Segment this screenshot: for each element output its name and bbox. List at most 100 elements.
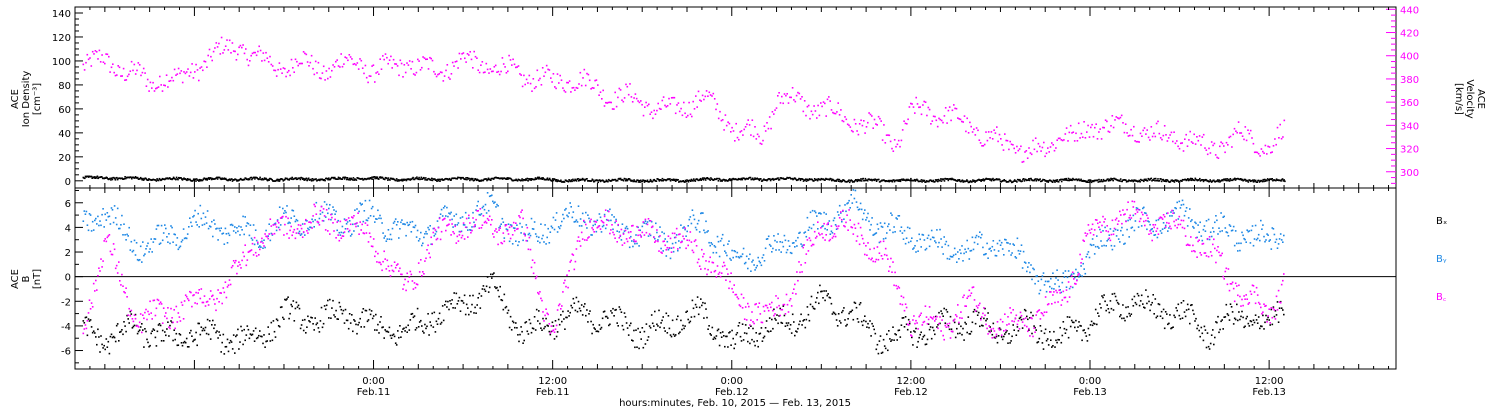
bx-point	[674, 334, 677, 336]
velocity-point	[352, 63, 355, 66]
bx-point	[166, 328, 168, 330]
by-point	[801, 245, 803, 248]
density-point	[1149, 179, 1151, 181]
bz-point	[126, 296, 128, 298]
bx-point	[100, 335, 102, 337]
bx-point	[375, 313, 377, 316]
bx-point	[453, 292, 455, 294]
density-point	[1158, 180, 1161, 182]
by-point	[525, 224, 528, 226]
velocity-point	[717, 117, 720, 120]
by-point	[841, 220, 843, 223]
by-point	[896, 218, 898, 220]
bx-point	[633, 329, 635, 332]
bx-point	[997, 335, 1000, 337]
density-point	[410, 178, 413, 181]
density-point	[299, 178, 302, 181]
bx-point	[270, 321, 273, 324]
velocity-point	[189, 71, 192, 74]
velocity-point	[728, 122, 731, 125]
velocity-point	[818, 114, 821, 117]
velocity-point	[156, 87, 158, 89]
bx-point	[684, 325, 686, 327]
by-point	[911, 237, 913, 239]
bx-point	[1052, 345, 1054, 347]
density-point	[438, 178, 441, 181]
velocity-point	[676, 104, 678, 106]
by-point	[848, 199, 850, 202]
by-point	[220, 227, 222, 229]
bx-point	[380, 316, 382, 318]
by-point	[719, 240, 722, 242]
bx-point	[561, 320, 563, 323]
bx-point	[710, 334, 712, 336]
density-point	[1208, 180, 1211, 183]
velocity-point	[138, 64, 141, 66]
velocity-point	[1091, 123, 1093, 126]
velocity-point	[110, 66, 113, 69]
density-point	[1202, 180, 1205, 183]
by-point	[721, 233, 724, 236]
by-point	[242, 215, 244, 218]
bz-point	[135, 325, 138, 327]
by-point	[1269, 239, 1271, 241]
bx-point	[690, 316, 693, 318]
velocity-point	[621, 99, 623, 101]
bx-point	[601, 317, 604, 320]
density-point	[1246, 180, 1249, 182]
bx-point	[1056, 341, 1058, 344]
velocity-point	[422, 56, 424, 58]
bx-point	[915, 327, 917, 330]
by-point	[176, 237, 179, 239]
by-point	[1199, 221, 1201, 224]
bx-point	[205, 332, 208, 335]
bz-point	[109, 250, 112, 253]
density-point	[261, 177, 264, 180]
by-point	[1210, 235, 1213, 238]
velocity-point	[210, 55, 212, 58]
by-point	[1126, 228, 1128, 231]
velocity-point	[633, 97, 635, 99]
density-point	[937, 180, 939, 183]
by-point	[258, 246, 260, 248]
velocity-point	[735, 122, 737, 125]
bx-point	[472, 294, 474, 297]
by-point	[1022, 250, 1025, 253]
bx-point	[317, 327, 320, 329]
by-point	[943, 236, 945, 238]
by-point	[112, 221, 115, 224]
velocity-point	[171, 76, 173, 79]
bx-point	[203, 329, 206, 332]
bx-point	[502, 308, 505, 311]
bx-point	[478, 292, 481, 295]
velocity-point	[683, 101, 685, 104]
by-point	[1070, 273, 1073, 275]
by-point	[1066, 276, 1069, 279]
bx-point	[744, 324, 747, 326]
velocity-point	[853, 118, 856, 121]
bx-point	[625, 322, 628, 324]
velocity-point	[1092, 135, 1095, 138]
by-point	[755, 266, 757, 269]
velocity-point	[638, 101, 641, 104]
density-point	[505, 178, 508, 180]
by-point	[252, 224, 255, 226]
bx-point	[431, 312, 433, 315]
by-point	[818, 212, 820, 215]
by-point	[321, 211, 324, 214]
density-point	[520, 179, 523, 182]
by-point	[957, 251, 959, 253]
magnetic-field-points	[82, 189, 1285, 355]
density-point	[611, 178, 614, 181]
density-point	[278, 178, 280, 181]
velocity-point	[259, 49, 262, 52]
bx-point	[918, 336, 920, 339]
velocity-point	[513, 63, 516, 66]
density-point	[805, 180, 808, 182]
by-point	[113, 205, 116, 207]
by-point	[387, 229, 390, 231]
velocity-point	[1231, 146, 1233, 148]
velocity-point	[214, 47, 216, 49]
bx-point	[161, 329, 164, 332]
